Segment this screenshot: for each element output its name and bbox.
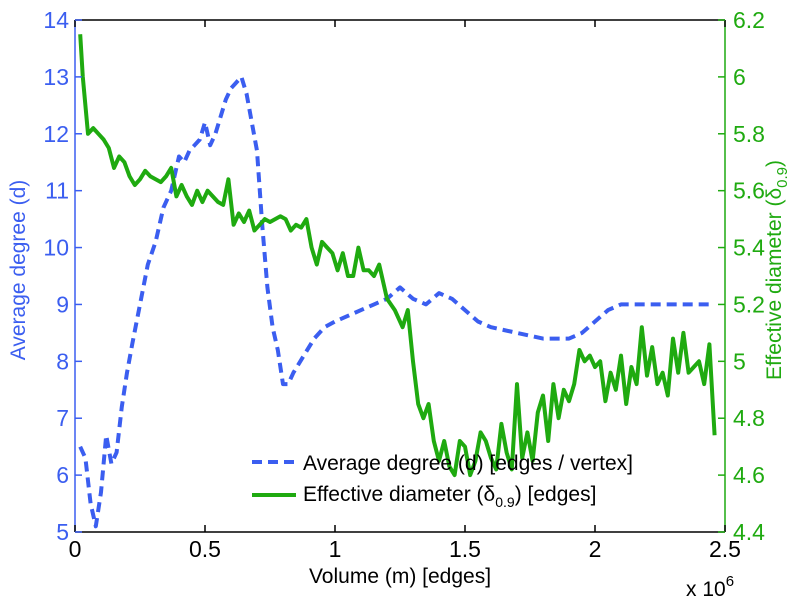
right-y-axis-label-sub: 0.9 <box>774 167 791 188</box>
right-y-tick-label: 4.6 <box>733 462 765 488</box>
left-y-tick-label: 10 <box>43 235 69 261</box>
right-y-tick-label: 4.8 <box>733 405 765 431</box>
right-y-tick-label: 5.6 <box>733 178 765 204</box>
right-y-tick-label: 6 <box>733 64 746 90</box>
left-y-tick-label: 8 <box>56 348 69 374</box>
right-y-tick-label: 5 <box>733 348 746 374</box>
x-axis-multiplier-base: x 10 <box>686 578 726 600</box>
x-tick-label: 1.5 <box>449 536 481 562</box>
x-axis-label: Volume (m) [edges] <box>309 565 491 588</box>
left-y-axis-label: Average degree (d) <box>7 180 30 361</box>
left-y-tick-label: 6 <box>56 462 69 488</box>
legend-label-effective-diameter-suffix: ) [edges] <box>515 483 597 506</box>
left-y-tick-label: 11 <box>45 178 69 204</box>
right-y-tick-label: 5.4 <box>733 235 765 261</box>
left-y-tick-label: 7 <box>56 405 69 431</box>
x-tick-label: 1 <box>329 536 342 562</box>
legend-label-effective-diameter-sub: 0.9 <box>495 494 515 510</box>
legend-label-effective-diameter: Effective diameter (δ0.9) [edges] <box>303 483 596 510</box>
right-y-axis-label-end: ) <box>763 160 786 167</box>
right-y-axis-label-main: Effective diameter (δ <box>763 188 786 380</box>
series-line-effective-diameter <box>78 34 717 478</box>
right-y-tick-label: 6.2 <box>733 7 765 33</box>
left-y-tick-label: 14 <box>43 7 69 33</box>
left-y-tick-label: 9 <box>56 291 69 317</box>
legend-label-average-degree: Average degree (d) [edges / vertex] <box>303 452 633 475</box>
right-y-axis-label: Effective diameter (δ0.9) <box>763 160 791 380</box>
x-axis-multiplier-exponent: 6 <box>726 573 734 590</box>
x-tick-label: 0.5 <box>189 536 221 562</box>
legend: Average degree (d) [edges / vertex] Effe… <box>252 452 633 510</box>
left-y-tick-label: 5 <box>56 519 69 545</box>
right-y-tick-label: 5.2 <box>733 291 765 317</box>
right-y-tick-label: 4.4 <box>733 519 765 545</box>
x-tick-label: 2.5 <box>709 536 741 562</box>
legend-label-effective-diameter-prefix: Effective diameter (δ <box>303 483 495 506</box>
right-y-tick-label: 5.8 <box>733 121 765 147</box>
x-tick-label: 2 <box>589 536 602 562</box>
left-y-tick-label: 13 <box>43 64 69 90</box>
x-tick-label: 0 <box>69 536 82 562</box>
left-y-tick-label: 12 <box>43 121 69 147</box>
x-axis-multiplier: x 106 <box>686 573 734 600</box>
